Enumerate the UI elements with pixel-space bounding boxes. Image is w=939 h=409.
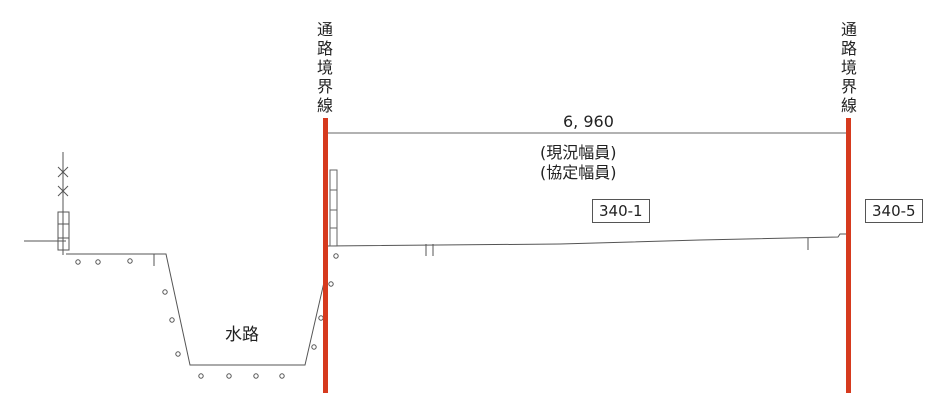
parcel-label-center: 340-1 [592, 199, 650, 223]
waterway-channel-outline [66, 253, 326, 366]
right-boundary-char: 境 [840, 58, 857, 77]
fence-base-block [57, 211, 70, 251]
roadside-wall [329, 169, 338, 247]
right-boundary-label: 通 路 境 界 線 [838, 20, 860, 115]
right-boundary-char: 通 [840, 20, 857, 39]
left-boundary-char: 界 [316, 77, 333, 96]
left-boundary-label: 通 路 境 界 線 [314, 20, 336, 115]
left-boundary-char: 境 [316, 58, 333, 77]
left-boundary-char: 通 [316, 20, 333, 39]
width-dimension-value: 6, 960 [563, 112, 614, 131]
right-boundary-char: 界 [840, 77, 857, 96]
road-curb-marks [425, 238, 809, 256]
right-boundary-char: 線 [840, 96, 857, 115]
agreed-width-label: (協定幅員) [540, 163, 617, 182]
road-surface-line [325, 233, 849, 247]
left-boundary-char: 線 [316, 96, 333, 115]
left-boundary-line [323, 118, 328, 393]
waterway-label: 水路 [225, 325, 259, 345]
fence-cross-mark [57, 166, 69, 197]
gravel-marks [75, 253, 339, 379]
current-width-label: (現況幅員) [540, 143, 617, 162]
left-boundary-char: 路 [316, 39, 333, 58]
right-boundary-line [846, 118, 851, 393]
parcel-label-right: 340-5 [865, 199, 923, 223]
right-boundary-char: 路 [840, 39, 857, 58]
